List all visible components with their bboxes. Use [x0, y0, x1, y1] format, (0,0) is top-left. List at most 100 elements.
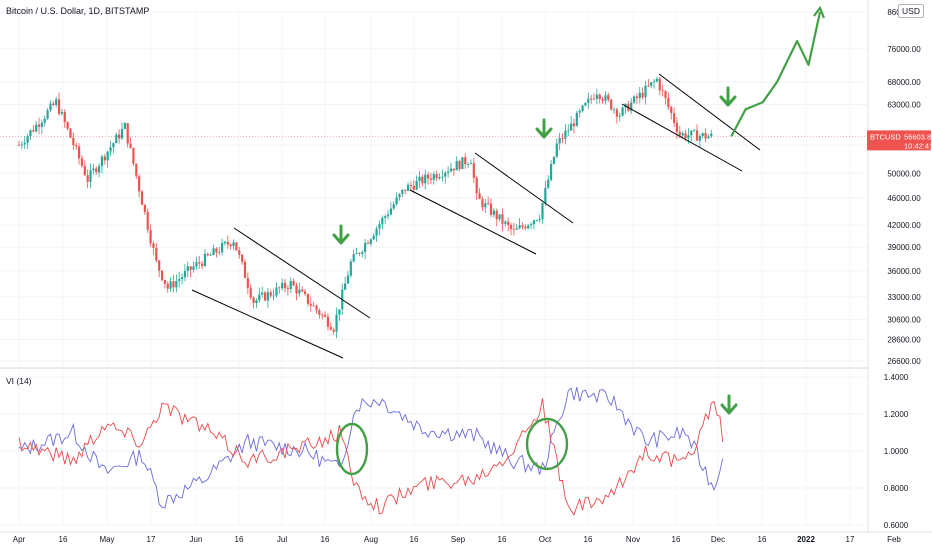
- candle-body: [532, 220, 536, 225]
- candle-body: [75, 145, 78, 147]
- trend-line: [621, 103, 743, 172]
- candle-body: [687, 135, 690, 139]
- candle-body: [206, 253, 209, 256]
- candle-body: [323, 314, 327, 317]
- candle-body: [501, 214, 504, 224]
- time-tick-label: Jun: [190, 535, 203, 544]
- candle-body: [698, 135, 701, 141]
- candle-body: [595, 94, 598, 99]
- candle-body: [647, 85, 650, 87]
- candle-body: [409, 184, 413, 186]
- candle-body: [344, 283, 347, 290]
- candle-body: [509, 224, 513, 230]
- candle-body: [429, 178, 433, 180]
- time-tick-label: May: [99, 535, 114, 544]
- candle-body: [46, 110, 49, 119]
- currency-badge[interactable]: USD: [898, 4, 924, 18]
- candle-body: [658, 78, 661, 91]
- candle-body: [223, 241, 227, 244]
- candle-body: [246, 277, 249, 288]
- candle-body: [238, 250, 241, 255]
- candle-body: [312, 305, 315, 307]
- price-tick-label: 50000.00: [887, 169, 921, 178]
- candle-body: [146, 211, 149, 230]
- candle-body: [644, 85, 647, 98]
- price-tick-label: 68000.00: [887, 78, 921, 87]
- candle-body: [406, 184, 410, 191]
- candle-body: [329, 326, 332, 330]
- candle-body: [432, 174, 435, 180]
- time-tick-label: Aug: [364, 535, 378, 544]
- candle-body: [555, 143, 558, 157]
- candle-body: [592, 98, 596, 100]
- candle-body: [335, 314, 338, 332]
- candle-body: [60, 112, 64, 114]
- candle-body: [386, 214, 390, 217]
- crossover-circle: [335, 422, 369, 476]
- candle-body: [558, 138, 561, 144]
- candle-body: [564, 130, 567, 139]
- candle-body: [255, 300, 258, 304]
- candle-body: [218, 252, 221, 254]
- candle-body: [100, 156, 104, 167]
- candle-body: [581, 105, 584, 111]
- candle-body: [40, 122, 43, 127]
- candle-body: [286, 288, 290, 290]
- vi-tick-label: 1.0000: [884, 447, 909, 456]
- candle-body: [195, 262, 198, 267]
- candle-body: [123, 123, 126, 129]
- candle-body: [298, 289, 301, 294]
- candle-body: [309, 303, 312, 306]
- candle-body: [678, 131, 681, 136]
- candle-body: [681, 133, 684, 136]
- candle-body: [695, 130, 699, 141]
- candle-body: [198, 262, 201, 264]
- price-tick-label: 39000.00: [887, 243, 921, 252]
- candle-body: [472, 163, 475, 178]
- vortex-indicator-layer: [18, 387, 724, 516]
- candle-body: [452, 168, 455, 171]
- candle-body: [252, 297, 255, 304]
- candle-body: [492, 210, 495, 215]
- price-tick-label: 30600.00: [887, 315, 921, 324]
- candle-body: [169, 281, 172, 289]
- time-tick-label: 16: [672, 535, 681, 544]
- price-tag-bg: [867, 130, 931, 151]
- price-tick-label: 46000.00: [887, 194, 921, 203]
- candle-body: [524, 226, 527, 229]
- candle-body: [352, 254, 355, 262]
- candle-body: [655, 78, 659, 82]
- candle-body: [401, 189, 404, 194]
- candle-body: [97, 166, 101, 173]
- price-tag-price: 56603.89: [904, 132, 932, 141]
- candle-body: [630, 102, 633, 111]
- candle-body: [143, 204, 146, 212]
- candle-body: [361, 251, 364, 254]
- candle-body: [461, 157, 464, 169]
- time-tick-label: Sep: [451, 535, 466, 544]
- candle-body: [544, 187, 547, 203]
- vi-tick-label: 0.6000: [884, 521, 909, 530]
- candle-body: [301, 289, 304, 292]
- price-tick-label: 28600.00: [887, 335, 921, 344]
- candle-body: [590, 98, 593, 100]
- candle-body: [601, 99, 604, 101]
- price-tick-label: 63000.00: [887, 101, 921, 110]
- candle-body: [364, 242, 367, 252]
- candle-body: [289, 281, 292, 290]
- candle-body: [489, 203, 493, 215]
- candle-body: [89, 170, 92, 182]
- candle-body: [504, 221, 507, 224]
- time-tick-label: 16: [235, 535, 244, 544]
- candle-body: [693, 130, 696, 132]
- candle-body: [412, 185, 415, 190]
- candle-body: [607, 95, 610, 100]
- candle-body: [438, 176, 441, 179]
- candle-body: [481, 198, 484, 208]
- candle-body: [635, 96, 639, 99]
- candle-body: [32, 130, 35, 132]
- candle-body: [43, 118, 46, 123]
- candle-body: [366, 242, 370, 244]
- candle-body: [292, 281, 295, 286]
